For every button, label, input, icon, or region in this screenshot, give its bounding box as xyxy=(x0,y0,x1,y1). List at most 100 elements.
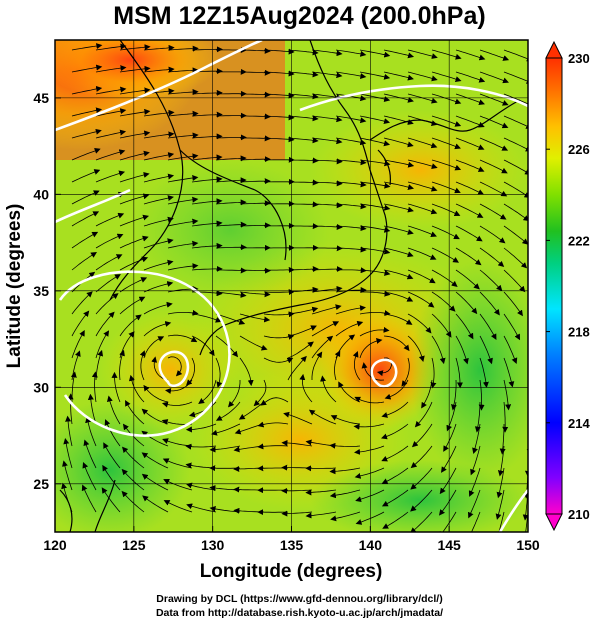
streamline-arrow xyxy=(227,380,241,408)
streamline-arrow xyxy=(359,115,391,125)
streamline-arrow xyxy=(95,212,125,227)
streamline-arrow xyxy=(359,93,391,102)
streamline-arrow xyxy=(335,320,364,337)
streamline-arrow xyxy=(479,203,507,220)
streamline-arrow xyxy=(335,71,367,80)
streamline-arrow xyxy=(95,43,127,51)
streamline-arrow xyxy=(239,156,271,163)
streamline-arrow xyxy=(503,159,528,175)
streamline-arrow xyxy=(239,200,271,207)
streamline-arrow xyxy=(503,71,528,84)
streamline-arrow xyxy=(167,89,199,96)
streamline-arrow xyxy=(287,306,319,315)
streamline-arrow xyxy=(167,196,199,205)
streamline-arrow xyxy=(335,246,367,253)
streamline-arrow xyxy=(410,467,433,490)
streamline-arrow xyxy=(143,44,175,51)
streamline-arrow xyxy=(191,46,223,53)
streamline-arrow xyxy=(119,130,151,139)
streamline-arrow xyxy=(211,423,241,436)
x-tick-label: 120 xyxy=(43,537,67,553)
streamline-arrow xyxy=(263,289,295,296)
streamline-arrow xyxy=(455,291,478,315)
streamline-arrow xyxy=(143,66,175,73)
streamline-arrow xyxy=(81,484,97,513)
streamline-arrow xyxy=(359,310,391,317)
streamline-arrow xyxy=(330,511,361,522)
streamline-arrow xyxy=(431,313,452,338)
streamline-arrow xyxy=(167,153,199,161)
streamline-arrow xyxy=(299,373,313,403)
streamline-arrow xyxy=(308,409,337,425)
streamline-arrow xyxy=(443,423,457,452)
streamline-arrow xyxy=(215,177,247,184)
streamline-arrow xyxy=(479,357,489,388)
streamline-arrow xyxy=(239,291,271,298)
streamline-arrow xyxy=(527,270,528,271)
colorbar-tick-label: 210 xyxy=(568,507,590,522)
streamline-arrow xyxy=(455,159,485,172)
x-tick-label: 150 xyxy=(516,537,540,553)
streamline-arrow xyxy=(95,65,127,73)
streamline-arrow xyxy=(479,49,510,61)
streamline-arrow xyxy=(407,313,432,334)
streamline-arrow xyxy=(430,357,437,389)
streamline-arrow xyxy=(381,423,409,440)
streamline-arrow xyxy=(407,181,438,192)
streamline-arrow xyxy=(121,468,145,491)
streamline-arrow xyxy=(383,291,414,302)
streamline-arrow xyxy=(383,247,414,258)
streamline-arrow xyxy=(143,238,174,249)
streamline-arrow xyxy=(455,203,484,218)
streamline-arrow xyxy=(431,71,462,83)
streamline-arrow xyxy=(191,265,223,272)
streamline-arrow xyxy=(67,393,74,425)
streamline-arrow xyxy=(95,170,126,183)
streamline-arrow xyxy=(479,291,500,316)
streamline-arrow xyxy=(71,291,93,315)
streamline-arrow xyxy=(359,137,391,147)
credit-drawing: Drawing by DCL (https://www.gfd-dennou.o… xyxy=(156,593,443,605)
streamline-arrow xyxy=(167,132,199,139)
streamline-arrow xyxy=(128,374,145,403)
colorbar-tick-label: 222 xyxy=(568,233,590,248)
streamline-arrow xyxy=(87,393,97,425)
map-title: MSM 12Z15Aug2024 (200.0hPa) xyxy=(113,2,486,30)
streamline-arrow xyxy=(119,235,149,249)
streamline-arrow xyxy=(359,290,391,297)
streamline-arrow xyxy=(143,321,172,337)
streamline-arrow xyxy=(215,335,239,358)
streamline-arrow xyxy=(503,115,528,129)
streamline-arrow xyxy=(239,267,271,274)
streamline-arrow xyxy=(503,225,528,245)
streamline-arrow xyxy=(503,313,521,341)
streamline-arrow xyxy=(186,357,196,386)
y-axis-label: Latitude (degrees) xyxy=(4,204,25,369)
streamline-arrow xyxy=(311,304,342,315)
streamline-arrow xyxy=(287,325,317,337)
streamline-arrow xyxy=(215,199,247,206)
streamline-arrow xyxy=(191,220,223,227)
streamline-arrow xyxy=(355,489,385,503)
streamline-arrow xyxy=(71,64,103,73)
streamline-arrow xyxy=(503,49,528,62)
streamline-arrow xyxy=(167,67,199,74)
isotherm-contours xyxy=(55,40,528,532)
streamline-arrow xyxy=(527,314,528,315)
streamline-arrow xyxy=(239,222,271,229)
streamline-arrow xyxy=(263,333,295,340)
streamline-arrow xyxy=(503,335,518,365)
streamline-arrow xyxy=(411,423,433,448)
streamline-arrow xyxy=(359,338,383,359)
streamline-arrow xyxy=(143,336,165,359)
streamline-arrow xyxy=(191,133,223,140)
streamline-arrow xyxy=(91,371,98,403)
streamline-arrow xyxy=(283,411,313,425)
streamline-arrow xyxy=(311,137,343,145)
streamline-arrow xyxy=(407,49,438,59)
streamline-arrow xyxy=(503,269,526,293)
streamline-arrow xyxy=(215,244,247,251)
streamline-arrow xyxy=(191,313,222,323)
streamline-arrow xyxy=(330,415,361,425)
